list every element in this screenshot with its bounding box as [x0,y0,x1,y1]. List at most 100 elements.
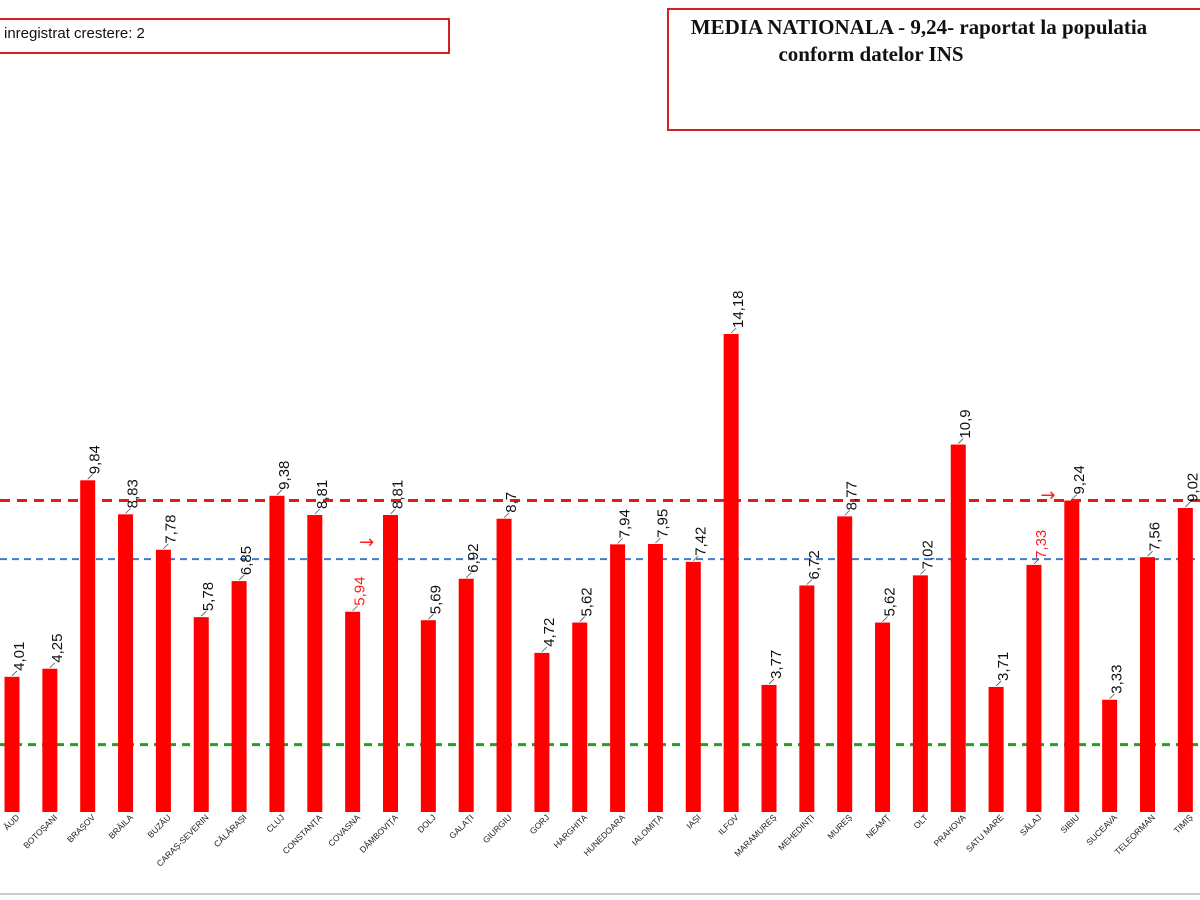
category-label: IALOMIȚA [630,812,665,847]
data-label: 5,78 [200,582,217,611]
data-label-leader [617,538,623,544]
highlight-arrow: → [359,532,374,553]
bar [269,495,285,812]
bar [383,515,398,812]
bar [988,686,1004,812]
category-label: IAȘI [684,812,702,830]
bar [1026,564,1042,812]
data-label: 3,77 [768,650,785,679]
data-label: 8,81 [314,480,331,509]
national-average-line2: conform datelor INS [778,42,964,66]
category-label: BUZĂU [145,812,172,839]
bar [155,549,171,812]
bar [42,668,58,812]
category-label: SIBIU [1058,812,1081,835]
category-label: DÂMBOVIȚA [357,812,400,855]
category-label: GALAȚI [447,812,475,840]
category-label: OLT [911,812,929,830]
data-label-leader [49,662,56,669]
national-average-line1: MEDIA NATIONALA - 9,24- raportat la popu… [690,15,1148,39]
data-label-leader [806,579,813,585]
data-label-leader [844,510,850,516]
bar [572,622,588,812]
data-label: 4,01 [11,642,28,671]
data-label-leader [1033,558,1040,565]
bar [647,544,663,812]
category-label: COVASNA [326,812,362,848]
data-label-leader [87,474,93,480]
data-label-leader [768,678,775,685]
category-label: GIURGIU [481,812,514,845]
bar [950,444,966,812]
category-label: BRĂILA [107,812,136,841]
data-label-leader [314,508,321,515]
data-label: 3,33 [1109,665,1126,694]
bar [1177,507,1193,812]
data-label: 9,38 [276,461,293,490]
data-label-leader [655,537,661,544]
data-label-leader [995,680,1002,687]
data-label-leader [163,543,169,550]
bar [1140,557,1155,812]
bar [80,480,96,812]
category-label: CĂLĂRAȘI [212,812,249,849]
data-label: 5,94 [352,577,369,606]
data-label: 4,72 [541,618,558,647]
data-label: 8,7 [503,492,520,513]
data-label-leader [125,508,131,514]
category-label: HARGHITA [551,812,589,850]
data-label: 7,94 [617,509,634,538]
data-label: 14,18 [730,290,747,328]
bar [837,516,853,812]
data-label: 9,02 [1184,473,1200,502]
data-label-leader [11,670,18,677]
category-label: SUCEAVA [1084,812,1119,847]
category-label: ĂUD [2,812,22,832]
bar [534,652,550,812]
data-label-leader [503,512,510,519]
data-label-leader [957,438,964,444]
bar [723,334,739,812]
category-label: CONSTANȚA [281,812,325,856]
bar [875,622,891,812]
data-label: 10,9 [957,409,974,438]
data-label-leader [1071,494,1078,500]
bar [496,518,512,812]
data-label: 7,33 [1033,530,1050,559]
data-label: 5,62 [882,587,899,616]
bar [420,620,436,812]
category-label: BRAȘOV [65,812,97,844]
bar [685,561,701,812]
data-label-leader [1147,550,1153,557]
data-label: 7,95 [654,509,671,538]
data-label: 8,81 [390,480,407,509]
info-left-text: inregistrat crestere: 2 [4,25,145,42]
data-label-leader [1109,693,1115,700]
data-label: 7,02 [919,540,936,569]
category-label: DOLJ [415,812,437,834]
category-label: MUREȘ [825,812,854,841]
data-label: 8,83 [125,479,142,508]
category-label: ILFOV [716,812,741,837]
category-label: TELEORMAN [1112,812,1156,856]
category-label: MEHEDINȚI [776,812,816,852]
category-label: SĂLAJ [1018,812,1043,837]
data-label: 5,62 [579,587,596,616]
bar [1102,699,1118,812]
category-label: TIMIȘ [1172,812,1195,835]
category-label: NEAMȚ [864,812,892,840]
info-box-left: inregistrat crestere: 2 [0,18,450,54]
bar [799,585,815,812]
bar [231,581,247,812]
data-label: 6,92 [465,544,482,573]
data-label-leader [1185,501,1191,508]
data-label-leader [238,574,245,581]
data-label: 7,56 [1147,522,1164,551]
data-label: 9,84 [87,445,104,474]
data-label-leader [882,616,888,622]
data-label: 7,42 [692,527,709,556]
data-label-leader [428,613,434,620]
data-label-leader [390,508,396,515]
data-label-leader [276,489,283,496]
